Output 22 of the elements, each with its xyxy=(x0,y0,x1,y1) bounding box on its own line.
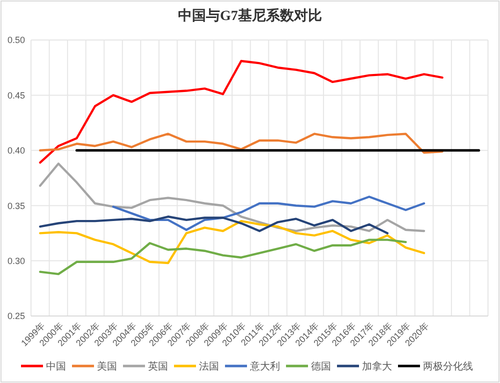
legend-label: 德国 xyxy=(311,362,331,372)
line-series xyxy=(39,238,407,276)
legend-label: 加拿大 xyxy=(362,360,392,372)
line-series xyxy=(39,220,426,264)
y-tick-label: 0.25 xyxy=(7,311,25,322)
line-series xyxy=(39,132,444,154)
chart-title: 中国与G7基尼系数对比 xyxy=(178,8,322,24)
y-tick-label: 0.30 xyxy=(7,256,25,266)
legend-label: 法国 xyxy=(199,360,219,372)
y-tick-label: 0.45 xyxy=(7,90,25,100)
line-series xyxy=(39,216,389,234)
y-tick-label: 0.35 xyxy=(7,200,25,211)
legend-label: 中国 xyxy=(46,360,66,372)
y-tick-label: 0.50 xyxy=(7,35,25,46)
legend-label: 两极分化线 xyxy=(423,360,473,372)
legend-label: 美国 xyxy=(97,360,117,372)
line-series xyxy=(112,196,426,231)
legend-label: 意大利 xyxy=(249,360,280,372)
line-series xyxy=(39,162,426,232)
y-tick-label: 0.40 xyxy=(7,146,25,156)
legend-label: 英国 xyxy=(148,360,168,372)
line-series xyxy=(39,60,444,164)
